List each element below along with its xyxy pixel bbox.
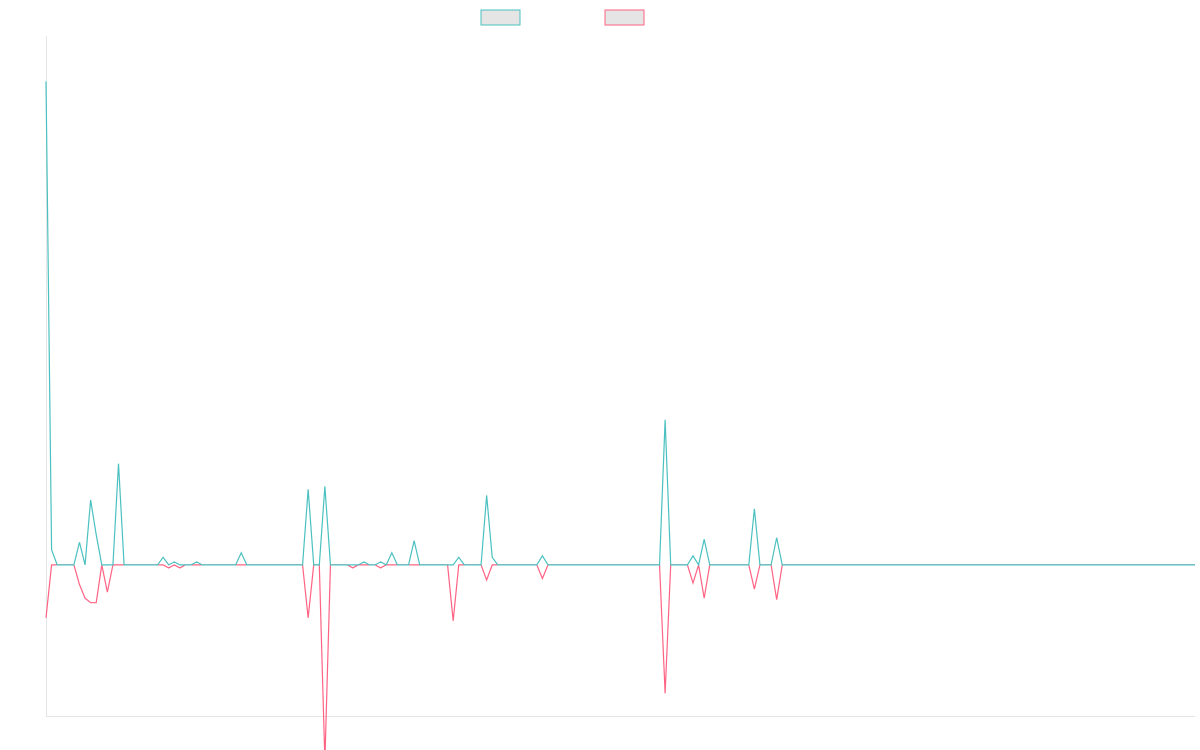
positive-series-line (45, 81, 1195, 567)
series-layer (45, 81, 1195, 750)
legend[interactable] (480, 9, 645, 26)
legend-swatch-positive-series[interactable] (480, 9, 521, 26)
negative-series-line (45, 564, 1195, 750)
legend-swatch-negative-series[interactable] (604, 9, 645, 26)
